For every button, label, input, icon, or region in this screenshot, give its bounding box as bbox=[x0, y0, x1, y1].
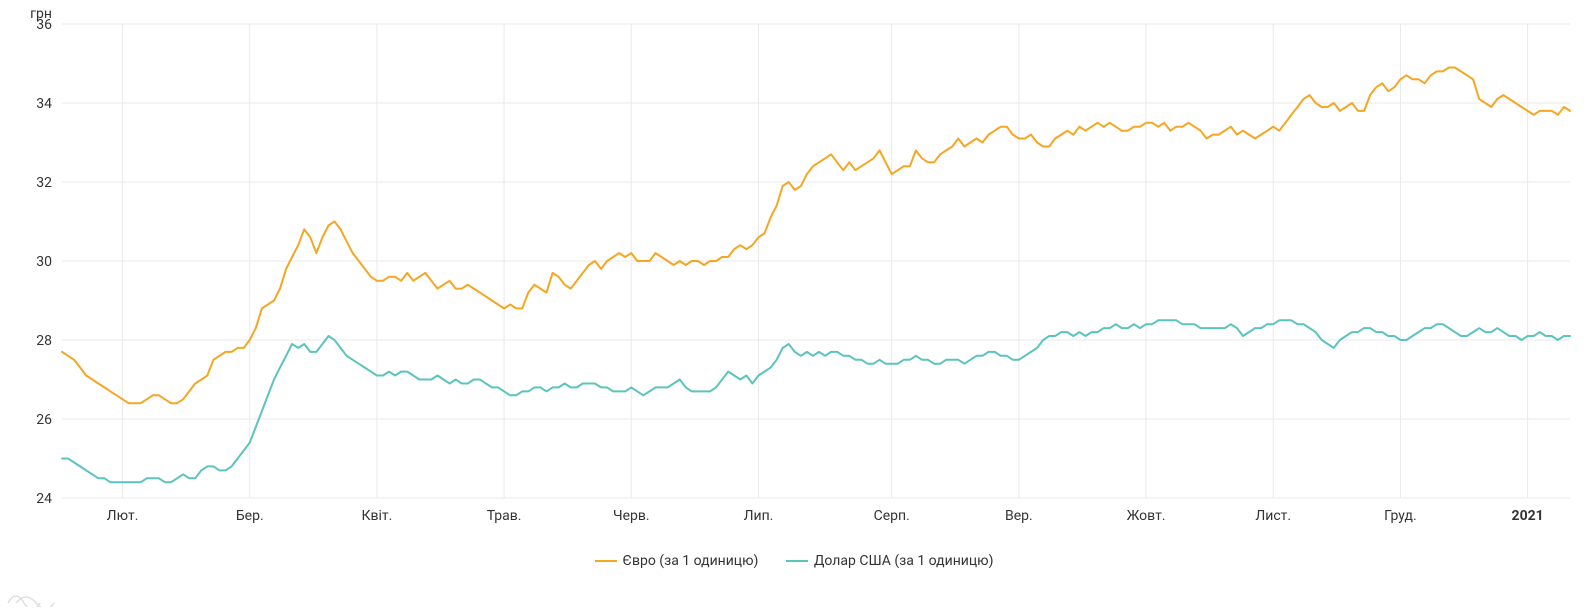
chart-container: 24262830323436грнЛют.Бер.Квіт.Трав.Черв.… bbox=[0, 0, 1588, 613]
legend-swatch-usd bbox=[786, 560, 808, 562]
legend: Євро (за 1 одиницю) Долар США (за 1 один… bbox=[0, 550, 1588, 569]
svg-text:Черв.: Черв. bbox=[613, 508, 650, 524]
legend-swatch-euro bbox=[595, 560, 617, 562]
svg-text:Бер.: Бер. bbox=[236, 508, 264, 524]
svg-text:Трав.: Трав. bbox=[487, 508, 522, 524]
legend-item-euro[interactable]: Євро (за 1 одиницю) bbox=[595, 553, 759, 569]
svg-text:2021: 2021 bbox=[1512, 508, 1544, 524]
scrubber-icon[interactable] bbox=[6, 587, 56, 607]
legend-item-usd[interactable]: Долар США (за 1 одиницю) bbox=[786, 553, 994, 569]
legend-label-euro: Євро (за 1 одиницю) bbox=[623, 553, 759, 569]
svg-text:34: 34 bbox=[36, 96, 52, 112]
svg-text:Лип.: Лип. bbox=[744, 508, 774, 524]
svg-text:Вер.: Вер. bbox=[1005, 508, 1033, 524]
svg-text:Серп.: Серп. bbox=[874, 508, 910, 524]
svg-text:Квіт.: Квіт. bbox=[362, 508, 393, 524]
svg-text:32: 32 bbox=[36, 175, 52, 191]
line-chart[interactable]: 24262830323436грнЛют.Бер.Квіт.Трав.Черв.… bbox=[0, 0, 1588, 613]
svg-text:24: 24 bbox=[36, 491, 52, 507]
svg-text:26: 26 bbox=[36, 412, 52, 428]
svg-text:28: 28 bbox=[36, 333, 52, 349]
svg-text:30: 30 bbox=[36, 254, 52, 270]
legend-label-usd: Долар США (за 1 одиницю) bbox=[814, 553, 994, 569]
svg-text:Лют.: Лют. bbox=[107, 508, 139, 524]
svg-text:Лист.: Лист. bbox=[1255, 508, 1291, 524]
svg-text:Жовт.: Жовт. bbox=[1127, 508, 1166, 524]
svg-text:Груд.: Груд. bbox=[1384, 508, 1417, 524]
svg-text:грн: грн bbox=[30, 6, 52, 22]
